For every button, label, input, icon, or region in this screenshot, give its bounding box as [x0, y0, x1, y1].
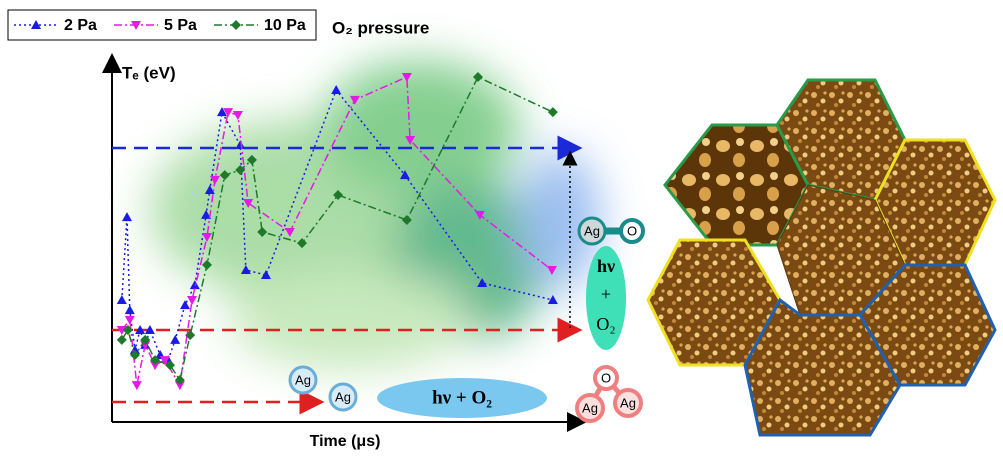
atom-label: O: [627, 223, 637, 238]
atom-label: Ag: [582, 400, 598, 415]
data-point: [190, 280, 200, 289]
x-axis-label: Time (μs): [310, 433, 381, 450]
afm-hexagons: [648, 80, 995, 435]
data-point: [122, 212, 132, 221]
data-point: [548, 107, 558, 117]
data-point: [548, 295, 558, 304]
ag2o-molecule: O Ag Ag: [577, 367, 641, 421]
bubble-label: O₂: [596, 314, 615, 334]
bubble-label: hν: [597, 256, 615, 276]
bubble-label: +: [601, 284, 611, 304]
atom-label: Ag: [620, 395, 636, 410]
atom-label: Ag: [584, 223, 600, 238]
data-point: [132, 381, 142, 390]
data-point: [187, 296, 197, 305]
data-point: [117, 295, 127, 304]
atom-label: Ag: [335, 389, 351, 404]
legend-label: 10 Pa: [264, 17, 306, 34]
ag-atom: Ag: [290, 367, 316, 393]
data-point: [117, 335, 127, 345]
figure: 2 Pa 5 Pa 10 Pa O₂ pressure Tₑ (eV) Time (…: [0, 0, 1003, 460]
legend-label: 2 Pa: [64, 17, 97, 34]
atom-label: O: [601, 370, 611, 385]
data-point: [170, 335, 180, 344]
legend-title: O₂ pressure: [332, 18, 429, 37]
data-point: [125, 305, 135, 314]
atom-label: Ag: [295, 372, 311, 387]
background-glow: [150, 60, 600, 370]
legend-label: 5 Pa: [164, 17, 197, 34]
ag-atom: Ag: [330, 384, 356, 410]
ag-o-molecule: Ag O: [579, 218, 643, 244]
data-point: [180, 300, 190, 309]
data-point: [233, 111, 243, 120]
y-axis-label: Tₑ (eV): [122, 63, 176, 82]
bubble-label: hν + O₂: [432, 387, 492, 408]
